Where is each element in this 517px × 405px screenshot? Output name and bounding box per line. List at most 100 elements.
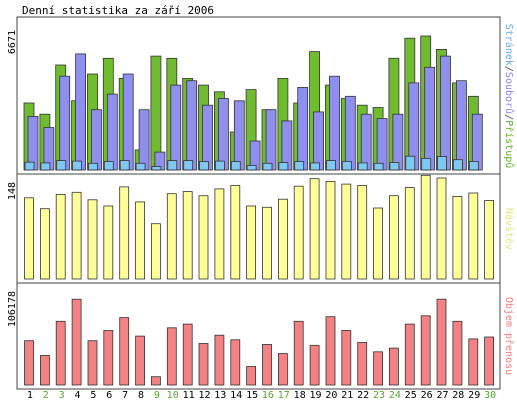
bar-access-Stránek-day9 [151, 166, 162, 171]
bar-traffic-day18 [293, 320, 304, 386]
x-tick-label-7: 7 [122, 390, 128, 401]
bar-access-Souborů-day7 [122, 73, 134, 171]
bar-access-Stránek-day16 [262, 162, 273, 171]
bar-access-Souborů-day6 [106, 93, 118, 171]
bar-visits-day9 [150, 223, 161, 280]
panel-border-visits [16, 173, 501, 284]
bar-visits-day5 [87, 199, 98, 280]
panel-visits: 148 Návštěv [7, 173, 515, 284]
ymax-label-traffic: 106178 [7, 291, 18, 327]
x-tick-label-17: 17 [278, 390, 290, 401]
bar-traffic-day11 [182, 323, 193, 386]
x-tick-label-8: 8 [138, 390, 144, 401]
bar-traffic-day5 [87, 340, 98, 386]
bar-access-Stránek-day25 [405, 155, 416, 171]
bar-visits-day3 [55, 193, 66, 280]
panels-group: 6671 Stránek/Souborů/Přístupů 148 Návštěv 10… [7, 16, 515, 390]
bar-access-Stránek-day15 [246, 165, 257, 171]
bar-traffic-day10 [166, 327, 177, 386]
legend-visits: Návštěv [503, 208, 515, 250]
x-tick-label-2: 2 [43, 390, 49, 401]
bar-access-Stránek-day18 [294, 161, 305, 171]
x-tick-label-12: 12 [198, 390, 210, 401]
bar-access-Stránek-day11 [183, 160, 194, 171]
ymax-label-visits: 148 [7, 182, 18, 200]
x-tick-label-1: 1 [27, 390, 33, 401]
bar-visits-day21 [341, 183, 352, 280]
bar-traffic-day27 [436, 298, 447, 386]
bar-visits-day29 [468, 192, 479, 280]
bar-visits-day11 [182, 191, 193, 280]
bar-traffic-day8 [135, 335, 146, 386]
bar-access-Souborů-day28 [455, 80, 467, 171]
bar-visits-day26 [420, 174, 431, 280]
x-tick-label-19: 19 [309, 390, 321, 401]
bar-traffic-day13 [214, 334, 225, 386]
bar-visits-day8 [135, 201, 146, 280]
x-tick-label-5: 5 [90, 390, 96, 401]
x-tick-label-21: 21 [341, 390, 353, 401]
bar-access-Souborů-day4 [75, 53, 86, 171]
bar-access-Stránek-day6 [103, 161, 114, 171]
bar-visits-day25 [404, 187, 415, 280]
bar-traffic-day19 [309, 344, 320, 386]
legend-item-access-2: Souborů [503, 72, 515, 114]
bar-access-Souborů-day20 [329, 75, 340, 171]
x-tick-label-23: 23 [373, 390, 385, 401]
bar-access-Stránek-day1 [24, 161, 35, 171]
bar-access-Stránek-day13 [214, 160, 225, 171]
bar-access-Souborů-day26 [424, 66, 436, 171]
panel-border-traffic [16, 282, 501, 390]
x-tick-label-20: 20 [325, 390, 337, 401]
x-tick-label-10: 10 [167, 390, 179, 401]
bar-access-Stránek-day5 [88, 162, 98, 171]
x-axis-ticks: 1 2 3 4 5 6 7 8 9 10 11 12 13 14 15 16 17 18 19 20 21 22 23 24 2… [27, 390, 496, 401]
bar-visits-day4 [71, 191, 82, 280]
bar-access-Souborů-day21 [344, 95, 356, 171]
bar-traffic-day7 [119, 317, 130, 386]
x-tick-label-18: 18 [294, 390, 306, 401]
bar-visits-day2 [40, 208, 50, 280]
bar-traffic-day17 [277, 353, 288, 386]
x-tick-label-22: 22 [357, 390, 369, 401]
x-tick-label-13: 13 [214, 390, 226, 401]
bar-traffic-day6 [103, 330, 114, 386]
x-tick-label-30: 30 [484, 390, 496, 401]
bar-visits-day17 [277, 198, 288, 280]
bar-access-Stránek-day8 [135, 162, 146, 171]
bar-traffic-day25 [404, 323, 415, 386]
bar-visits-day15 [246, 205, 257, 280]
bar-traffic-day24 [388, 347, 399, 386]
bar-access-Souborů-day5 [91, 109, 102, 171]
bar-access-Souborů-day3 [59, 75, 71, 171]
bar-traffic-day15 [246, 366, 257, 386]
bar-access-Stránek-day20 [326, 160, 336, 171]
legend-item-access-3: / [503, 114, 514, 120]
x-tick-label-26: 26 [421, 390, 433, 401]
bar-access-Stránek-day21 [341, 161, 352, 171]
bar-access-Stránek-day27 [437, 156, 447, 171]
bar-visits-day13 [214, 188, 225, 280]
bar-traffic-day29 [468, 338, 479, 386]
x-tick-label-28: 28 [452, 390, 464, 401]
bar-access-Stránek-day7 [119, 160, 130, 171]
bar-visits-day1 [24, 197, 34, 280]
bar-visits-day30 [484, 200, 495, 280]
bar-access-Souborů-day13 [217, 98, 229, 171]
bar-access-Stránek-day29 [468, 161, 479, 171]
panel-access: 6671 Stránek/Souborů/Přístupů [7, 16, 515, 175]
bar-traffic-day21 [341, 330, 352, 386]
bar-visits-day22 [357, 185, 368, 280]
bar-traffic-day1 [24, 340, 34, 386]
bar-traffic-day2 [40, 355, 50, 386]
bar-access-Stránek-day10 [167, 160, 178, 171]
panel-traffic: 106178 Objem přenosu [7, 282, 515, 390]
bar-visits-day14 [230, 185, 241, 280]
bar-visits-day10 [166, 193, 177, 280]
x-tick-label-11: 11 [183, 390, 195, 401]
legend-item-access-1: / [503, 66, 514, 72]
bar-visits-day7 [119, 186, 130, 280]
legend-item-visits-0: Návštěv [503, 208, 515, 250]
